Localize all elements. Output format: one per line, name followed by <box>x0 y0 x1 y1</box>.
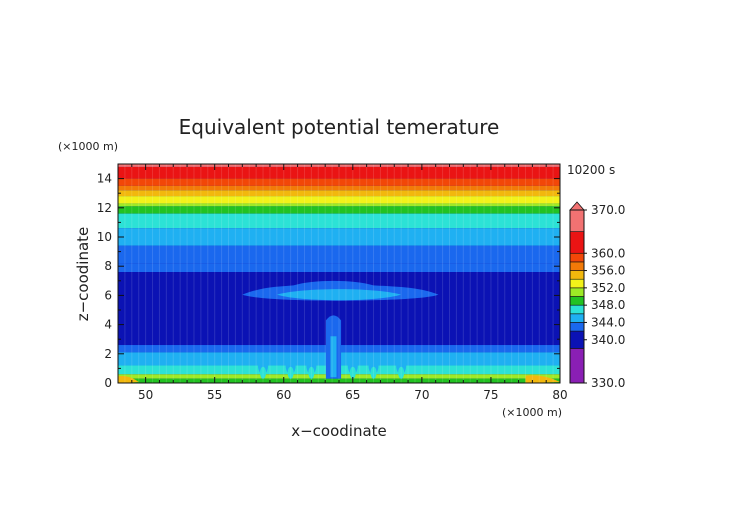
colorbar-segment <box>569 287 585 297</box>
chart-title: Equivalent potential temerature <box>179 115 500 139</box>
colorbar-segment <box>569 278 585 289</box>
theta-band <box>118 166 560 179</box>
x-tick-label: 60 <box>276 388 291 402</box>
colorbar-segment <box>569 322 585 332</box>
colorbar-segment <box>569 261 585 271</box>
colorbar: 370.0 360.0 356.0 352.0 348.0 344.0 340.0 330.0 <box>569 201 625 390</box>
colorbar-tick-label: 352.0 <box>591 281 625 295</box>
colorbar-tick-label: 348.0 <box>591 298 625 312</box>
theta-band <box>118 263 560 273</box>
colorbar-segment <box>569 209 585 232</box>
low-level-cell-core <box>349 366 356 379</box>
x-tick-label: 75 <box>483 388 498 402</box>
x-axis-unit: (×1000 m) <box>502 406 562 419</box>
x-tick-label: 55 <box>207 388 222 402</box>
y-tick-label: 14 <box>97 172 112 186</box>
x-axis-ticks: 50 55 60 65 70 75 80 <box>117 164 568 402</box>
colorbar-tick-label: 370.0 <box>591 203 625 217</box>
x-tick-label: 80 <box>552 388 567 402</box>
colorbar-segment <box>569 270 585 280</box>
low-level-cell-core <box>398 366 405 379</box>
y-tick-label: 4 <box>104 318 112 332</box>
theta-band <box>118 213 560 229</box>
colorbar-tick-label: 360.0 <box>591 246 625 260</box>
colorbar-segment <box>569 330 585 349</box>
y-axis-ticks: 0 2 4 6 8 10 12 14 <box>97 163 560 390</box>
column-core <box>330 336 337 378</box>
x-tick-label: 50 <box>138 388 153 402</box>
y-tick-label: 6 <box>104 288 112 302</box>
colorbar-tick-label: 344.0 <box>591 315 625 329</box>
y-tick-label: 10 <box>97 230 112 244</box>
theta-band <box>118 245 560 264</box>
theta-band <box>118 190 560 197</box>
surface-warm-patch <box>118 376 139 383</box>
contour-field <box>118 164 560 383</box>
theta-band <box>118 203 560 207</box>
y-tick-label: 12 <box>97 201 112 215</box>
colorbar-segment <box>569 313 585 323</box>
y-tick-label: 0 <box>104 376 112 390</box>
colorbar-frame <box>569 209 585 384</box>
y-axis-unit: (×1000 m) <box>58 140 118 153</box>
theta-band <box>118 206 560 214</box>
surface-warm-patch <box>525 375 560 383</box>
colorbar-tick-label: 356.0 <box>591 264 625 278</box>
colorbar-segment <box>569 252 585 263</box>
anvil-inner <box>276 289 402 301</box>
low-level-cell-core <box>308 366 315 379</box>
low-level-cell-core <box>287 366 294 379</box>
low-level-cell-core <box>370 366 377 379</box>
colorbar-segment <box>569 348 585 384</box>
y-tick-label: 2 <box>104 347 112 361</box>
colorbar-top-cap <box>569 201 585 211</box>
colorbar-tick-label: 340.0 <box>591 333 625 347</box>
colorbar-segment <box>569 296 585 306</box>
y-tick-label: 8 <box>104 259 112 273</box>
colorbar-segment <box>569 231 585 254</box>
low-level-cell-core <box>260 366 267 379</box>
x-tick-label: 65 <box>345 388 360 402</box>
x-tick-label: 70 <box>414 388 429 402</box>
x-axis-label: x−coodinate <box>291 422 387 440</box>
y-axis-label: z−coodinate <box>74 227 92 322</box>
colorbar-tick-label: 330.0 <box>591 376 625 390</box>
theta-band <box>118 185 560 191</box>
theta-band <box>118 178 560 186</box>
colorbar-segment <box>569 304 585 315</box>
time-label: 10200 s <box>567 163 615 177</box>
theta-band <box>118 228 560 246</box>
theta-band <box>118 196 560 204</box>
